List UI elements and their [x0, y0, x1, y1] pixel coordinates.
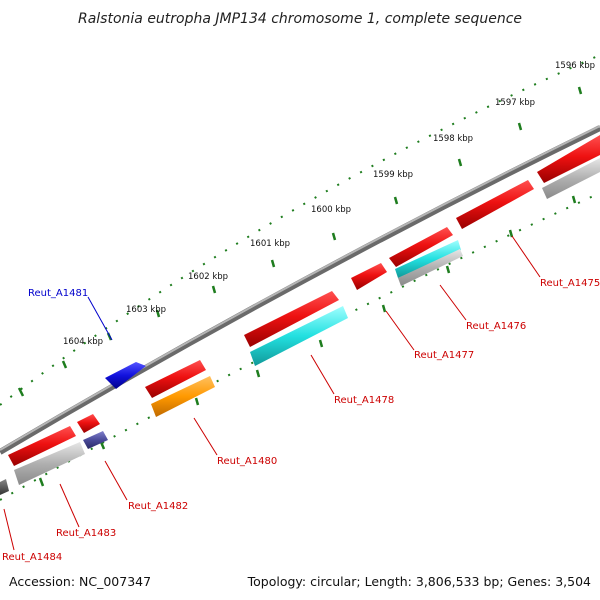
leader-line-a1481 — [87, 296, 113, 341]
backbone-highlight — [0, 125, 600, 451]
gene-reut-a1475-b[interactable] — [456, 180, 534, 229]
leader-lines — [3, 235, 541, 551]
map-title: Ralstonia eutropha JMP134 chromosome 1, … — [78, 11, 522, 27]
gene-label-a1484[interactable]: Reut_A1484 — [2, 552, 62, 563]
cds-grey-a1483[interactable] — [14, 442, 85, 485]
gene-label-a1482[interactable]: Reut_A1482 — [128, 501, 188, 512]
inner-ticks — [38, 195, 577, 487]
tick-label-1603: 1603 kbp — [126, 305, 166, 315]
tick-label-1599: 1599 kbp — [373, 170, 413, 180]
gene-label-a1480[interactable]: Reut_A1480 — [217, 456, 277, 467]
tick-label-1601: 1601 kbp — [250, 239, 290, 249]
gene-label-a1483[interactable]: Reut_A1483 — [56, 528, 116, 539]
gene-label-a1475[interactable]: Reut_A1475 — [540, 278, 600, 289]
cds-orange-a1480[interactable] — [151, 376, 215, 417]
gene-reut-a1476[interactable] — [389, 227, 453, 267]
gene-label-a1477[interactable]: Reut_A1477 — [414, 350, 474, 361]
gene-reut-a1480[interactable] — [145, 360, 206, 398]
tick-label-1602: 1602 kbp — [188, 272, 228, 282]
tick-label-1598: 1598 kbp — [433, 134, 473, 144]
cds-purple-a1482[interactable] — [83, 431, 108, 449]
gene-label-a1481[interactable]: Reut_A1481 — [28, 288, 88, 299]
accession-text: Accession: NC_007347 — [9, 574, 151, 589]
cds-dark-a1484[interactable] — [0, 479, 9, 495]
tick-label-1604: 1604 kbp — [63, 337, 103, 347]
gene-reut-a1482[interactable] — [77, 414, 100, 433]
gene-reut-a1481[interactable] — [105, 362, 146, 389]
summary-text: Topology: circular; Length: 3,806,533 bp… — [247, 574, 591, 589]
backbone — [0, 125, 600, 455]
cds-grey-a1476[interactable] — [398, 249, 463, 286]
gene-label-a1478[interactable]: Reut_A1478 — [334, 395, 394, 406]
tick-label-1600: 1600 kbp — [311, 205, 351, 215]
tick-label-1596: 1596 kbp — [555, 61, 595, 71]
gene-reut-a1475[interactable] — [537, 135, 600, 183]
cds-grey-a1475[interactable] — [542, 158, 600, 199]
cds-cyan-a1478[interactable] — [250, 306, 348, 366]
gene-reut-a1483[interactable] — [8, 426, 76, 466]
tick-label-1597: 1597 kbp — [495, 98, 535, 108]
cds-cyan-a1476[interactable] — [395, 240, 461, 278]
gene-label-a1476[interactable]: Reut_A1476 — [466, 321, 526, 332]
gene-reut-a1477[interactable] — [351, 263, 387, 290]
gene-reut-a1478[interactable] — [244, 291, 339, 347]
